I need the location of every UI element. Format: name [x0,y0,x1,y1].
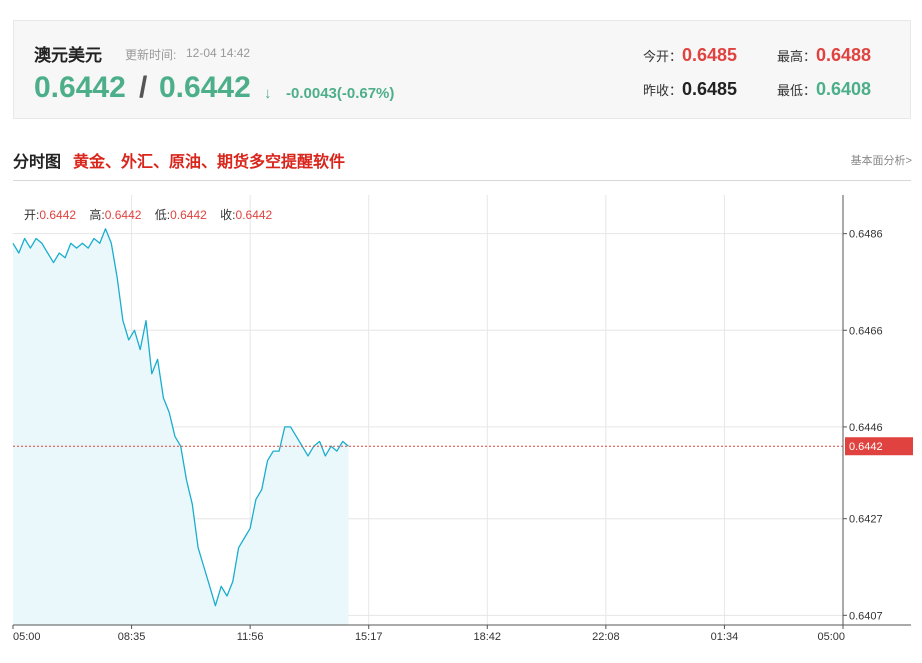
x-tick-label: 08:35 [118,631,146,643]
title-divider [13,180,911,181]
ask-price: 0.6442 [159,71,251,104]
high-label: 最高： [777,49,817,64]
low-stat: 最低：0.6408 [777,79,871,100]
quote-header: 澳元美元 更新时间: 12-04 14:42 0.6442 / 0.6442 ↓… [13,20,911,119]
current-price-tag [845,437,913,456]
open-value: 0.6485 [682,45,738,65]
page-title: 分时图 [13,154,62,171]
ohlc-open-label: 开: [24,208,40,222]
ohlc-readout: 开:0.6442 高:0.6442 低:0.6442 收:0.6442 [24,206,272,223]
pair-name: 澳元美元 [34,46,102,65]
open-stat: 今开：0.6485 [643,45,737,66]
ohlc-open-value: 0.6442 [39,208,77,222]
update-time-label: 更新时间: [125,48,177,62]
price-line [12,228,349,607]
y-tick-label: 0.6486 [849,229,883,241]
price-area [13,228,349,626]
x-tick-label: 15:17 [355,631,383,643]
promo-link[interactable]: 黄金、外汇、原油、期货多空提醒软件 [73,154,346,171]
x-tick-label: 18:42 [474,631,502,643]
low-label: 最低： [777,83,817,98]
ohlc-high-label: 高: [89,208,105,222]
bid-price: 0.6442 [34,71,126,104]
current-price-label: 0.6442 [849,441,883,453]
low-value: 0.6408 [816,79,872,99]
ohlc-low-label: 低: [154,208,171,222]
y-tick-label: 0.6407 [849,610,883,622]
x-tick-label: 05:00 [13,631,41,643]
down-arrow-icon: ↓ [264,85,272,102]
ohlc-high-value: 0.6442 [104,208,142,222]
price-change: -0.0043(-0.67%) [286,85,395,102]
ohlc-low-value: 0.6442 [170,208,207,222]
y-tick-label: 0.6466 [849,325,883,337]
high-stat: 最高：0.6488 [777,45,871,66]
y-tick-label: 0.6427 [849,514,883,526]
ohlc-close-value: 0.6442 [235,208,273,222]
open-label: 今开： [643,49,683,64]
y-tick-label: 0.6446 [849,422,883,434]
x-tick-label: 11:56 [237,631,264,643]
prev-close-stat: 昨收：0.6485 [643,79,737,100]
update-time: 12-04 14:42 [186,46,251,60]
x-tick-label: 05:00 [817,631,845,643]
prev-close-value: 0.6485 [682,79,738,99]
high-value: 0.6488 [816,45,872,65]
ohlc-close-label: 收: [220,208,236,222]
price-separator: / [139,71,148,104]
x-tick-label: 22:08 [592,631,620,643]
prev-close-label: 昨收： [643,83,683,98]
x-tick-label: 01:34 [711,631,739,643]
fundamentals-link[interactable]: 基本面分析> [850,155,912,167]
